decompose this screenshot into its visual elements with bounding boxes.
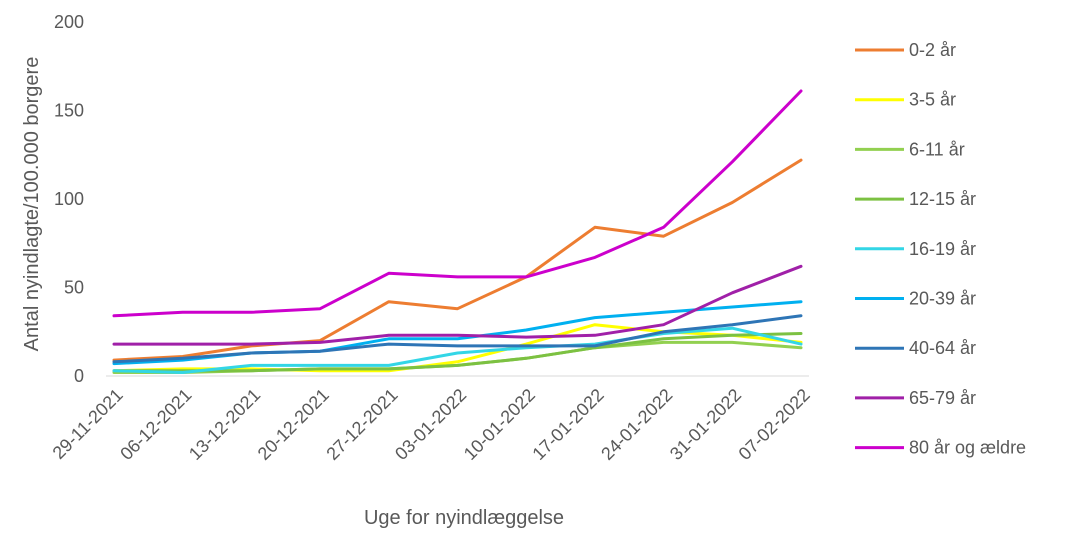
legend-label: 6-11 år [909, 139, 965, 159]
legend-label: 65-79 år [909, 388, 976, 408]
x-tick-label: 03-01-2022 [391, 385, 470, 464]
y-axis-title: Antal nyindlagte/100.000 borgere [21, 57, 43, 352]
legend-label: 0-2 år [909, 40, 956, 60]
x-tick-label: 13-12-2021 [185, 385, 264, 464]
x-tick-label: 29-11-2021 [49, 385, 127, 463]
y-tick-label: 100 [54, 189, 84, 209]
plot-area [112, 89, 803, 374]
legend-label: 3-5 år [909, 90, 956, 110]
series-line-4 [112, 326, 803, 374]
legend-label: 16-19 år [909, 239, 976, 259]
y-tick-label: 200 [54, 12, 84, 32]
series-line-0 [112, 158, 803, 362]
x-tick-label: 27-12-2021 [322, 385, 401, 464]
series-line-7 [112, 264, 803, 346]
x-tick-label: 06-12-2021 [116, 385, 195, 464]
x-axis: 29-11-202106-12-202113-12-202120-12-2021… [49, 375, 814, 464]
x-tick-label: 20-12-2021 [254, 385, 333, 464]
series-line-3 [112, 332, 803, 373]
legend-label: 80 år og ældre [909, 438, 1026, 458]
y-tick-label: 150 [54, 101, 84, 121]
series-line-8 [112, 89, 803, 318]
y-axis: 0 50 100 150 200 [54, 12, 84, 386]
legend-label: 40-64 år [909, 338, 976, 358]
y-tick-label: 50 [64, 278, 84, 298]
x-tick-label: 10-01-2022 [460, 385, 539, 464]
x-tick-label: 31-01-2022 [666, 385, 745, 464]
series-line-6 [112, 314, 803, 364]
x-tick-label: 17-01-2022 [528, 385, 607, 464]
y-tick-label: 0 [74, 366, 84, 386]
x-tick-label: 24-01-2022 [597, 385, 676, 464]
x-tick-label: 07-02-2022 [735, 385, 814, 464]
x-axis-title: Uge for nyindlæggelse [364, 507, 564, 529]
legend-label: 12-15 år [909, 189, 976, 209]
legend-label: 20-39 år [909, 289, 976, 309]
legend: 0-2 år 3-5 år 6-11 år 12-15 år 16-19 år 20-39… [855, 40, 1026, 458]
